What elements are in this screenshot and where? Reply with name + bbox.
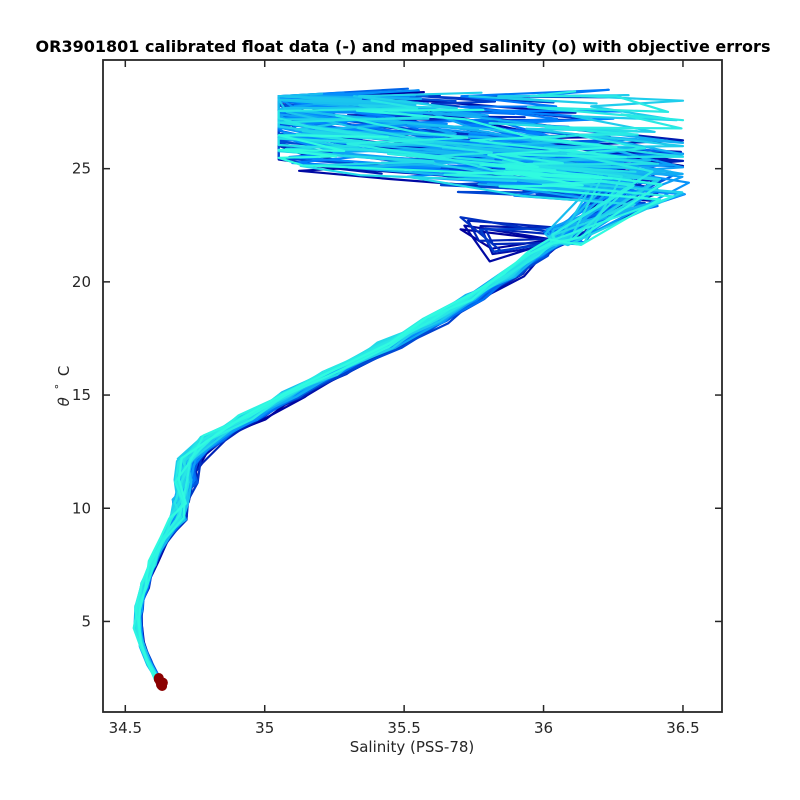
- float-profile-line: [137, 134, 661, 683]
- x-tick-label: 36: [534, 719, 553, 737]
- y-tick-label: 20: [72, 273, 91, 291]
- y-tick-label: 5: [81, 612, 91, 630]
- chart-title: OR3901801 calibrated float data (-) and …: [36, 37, 771, 56]
- float-profile-line: [135, 126, 636, 685]
- y-axis-label-symbol: θ: [55, 397, 73, 406]
- y-tick-label: 25: [72, 160, 91, 178]
- float-profile-line: [137, 123, 635, 683]
- axis-ticks: 34.5 35 35.5 36 36.5 5 10 15 20 25: [72, 60, 722, 737]
- y-axis-label: θ ° C: [49, 366, 73, 407]
- mapped-salinity-point: [156, 679, 166, 690]
- y-tick-label: 15: [72, 386, 91, 404]
- y-tick-label: 10: [72, 499, 91, 517]
- float-profile-line: [134, 108, 663, 680]
- float-profile-line: [136, 114, 635, 682]
- plot-area-frame: [102, 59, 723, 713]
- float-profile-line: [136, 135, 608, 681]
- x-tick-label: 36.5: [666, 719, 699, 737]
- float-profile-line: [138, 114, 628, 683]
- x-axis-label: Salinity (PSS-78): [350, 738, 475, 756]
- x-tick-label: 34.5: [109, 719, 142, 737]
- x-tick-label: 35.5: [387, 719, 420, 737]
- y-axis-label-degree: °: [53, 384, 66, 390]
- svg-text:θ ° C: θ ° C: [49, 366, 73, 407]
- float-profile-line: [135, 138, 642, 680]
- float-profile-line: [137, 136, 624, 684]
- y-axis-label-unit: C: [55, 366, 73, 376]
- float-profiles: [132, 87, 690, 685]
- float-profile-line: [135, 122, 601, 681]
- x-tick-label: 35: [255, 719, 274, 737]
- float-profile-line: [134, 116, 623, 683]
- float-profile-line: [135, 123, 635, 680]
- mapped-salinity-markers: [153, 673, 168, 691]
